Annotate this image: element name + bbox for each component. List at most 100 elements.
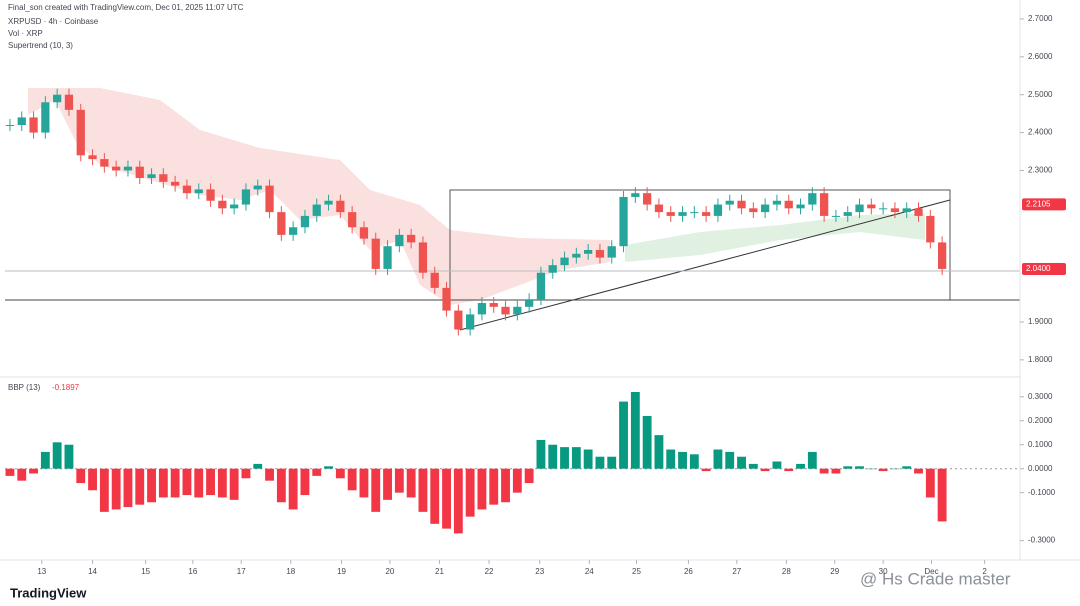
candle [914, 208, 923, 216]
candle [123, 166, 133, 171]
histogram-bar [914, 468, 923, 474]
histogram-bar [135, 468, 145, 505]
histogram-bar [630, 391, 640, 469]
histogram-bar [276, 468, 286, 503]
watermark: @ Hs Crade master [860, 569, 1011, 588]
candle [902, 208, 911, 213]
candle [41, 102, 50, 133]
candle [300, 215, 310, 228]
histogram-bar [5, 468, 15, 476]
candle [607, 246, 616, 258]
candle [241, 189, 251, 205]
candle [206, 189, 215, 201]
candle [784, 200, 793, 209]
histogram-bar [477, 468, 487, 510]
histogram-bar [111, 468, 121, 510]
histogram-bar [406, 468, 416, 498]
histogram-bar [217, 468, 227, 498]
candle [182, 185, 192, 194]
histogram-bar [678, 451, 687, 469]
histogram-bar [383, 468, 392, 500]
candle [878, 208, 888, 210]
candle [760, 204, 770, 213]
candle [230, 204, 239, 209]
candle [194, 189, 203, 194]
candle [312, 204, 321, 216]
histogram-bar [170, 468, 180, 498]
candle [737, 200, 746, 209]
histogram-bar [123, 468, 133, 508]
price-tag [1022, 262, 1066, 275]
candle [466, 314, 475, 330]
y-tick-label: 2.7000 [1028, 14, 1053, 23]
histogram-bar [772, 461, 782, 469]
candle [359, 227, 369, 239]
histogram-bar [760, 468, 770, 472]
price-tag [1022, 198, 1066, 211]
y-tick-label: 2.4000 [1028, 128, 1053, 137]
candle [819, 193, 829, 216]
histogram-bar [654, 435, 664, 469]
candle [831, 215, 841, 217]
legend-item: Supertrend (10, 3) [8, 41, 73, 50]
histogram-bar [607, 456, 617, 469]
brand: TradingView [10, 585, 87, 600]
histogram-bar [241, 468, 251, 479]
candle [477, 303, 487, 315]
price-tag-label: 2.0400 [1026, 264, 1051, 273]
x-tick-label: 30 [879, 567, 888, 576]
candle [159, 174, 168, 182]
histogram-bar [807, 451, 817, 469]
histogram-bar [571, 447, 581, 469]
candle [713, 204, 723, 216]
histogram-bar [796, 463, 805, 469]
candle [643, 193, 652, 205]
candle [277, 212, 286, 235]
x-tick-label: 17 [237, 567, 246, 576]
candle [619, 196, 628, 247]
candle [843, 212, 852, 216]
histogram-bar [52, 442, 62, 469]
x-tick-label: 25 [632, 567, 641, 576]
candle [135, 166, 144, 179]
y-tick-label: 2.5000 [1028, 90, 1053, 99]
candle [513, 306, 522, 315]
supertrend-up-band [625, 213, 925, 262]
candle [348, 212, 357, 228]
histogram-bar [29, 468, 38, 474]
candle [654, 204, 664, 213]
histogram-bar [99, 468, 109, 512]
candle [336, 200, 345, 213]
chart-title: XRPUSD · 4h · Coinbase [8, 17, 99, 26]
histogram-bar [253, 463, 263, 469]
indicator-title: BBP (13) [8, 383, 41, 392]
histogram-bar [312, 468, 322, 476]
candle [690, 212, 699, 214]
y-tick-label: 0.0000 [1028, 464, 1053, 473]
histogram-bar [324, 466, 333, 469]
candle [584, 250, 593, 254]
histogram-bar [748, 463, 758, 469]
indicator-value: -0.1897 [52, 383, 80, 392]
y-tick-label: 0.2000 [1028, 416, 1053, 425]
x-tick-label: 22 [485, 567, 494, 576]
candle [265, 185, 274, 213]
y-tick-label: 0.3000 [1028, 392, 1053, 401]
candle [572, 253, 581, 258]
y-tick-label: -0.3000 [1028, 536, 1056, 545]
candle [867, 204, 876, 209]
candle [890, 208, 900, 213]
candle [442, 287, 451, 311]
x-tick-label: 28 [782, 567, 791, 576]
candle [112, 166, 121, 171]
histogram-bar [689, 454, 699, 469]
supertrend-band [28, 88, 610, 305]
histogram-bar [489, 468, 499, 505]
candle [395, 234, 404, 247]
histogram-bar [453, 468, 463, 534]
candle [418, 242, 428, 273]
y-tick-label: 0.1000 [1028, 440, 1053, 449]
y-tick-label: -0.1000 [1028, 488, 1056, 497]
histogram-bar [701, 468, 711, 472]
x-tick-label: Dec [924, 567, 938, 576]
